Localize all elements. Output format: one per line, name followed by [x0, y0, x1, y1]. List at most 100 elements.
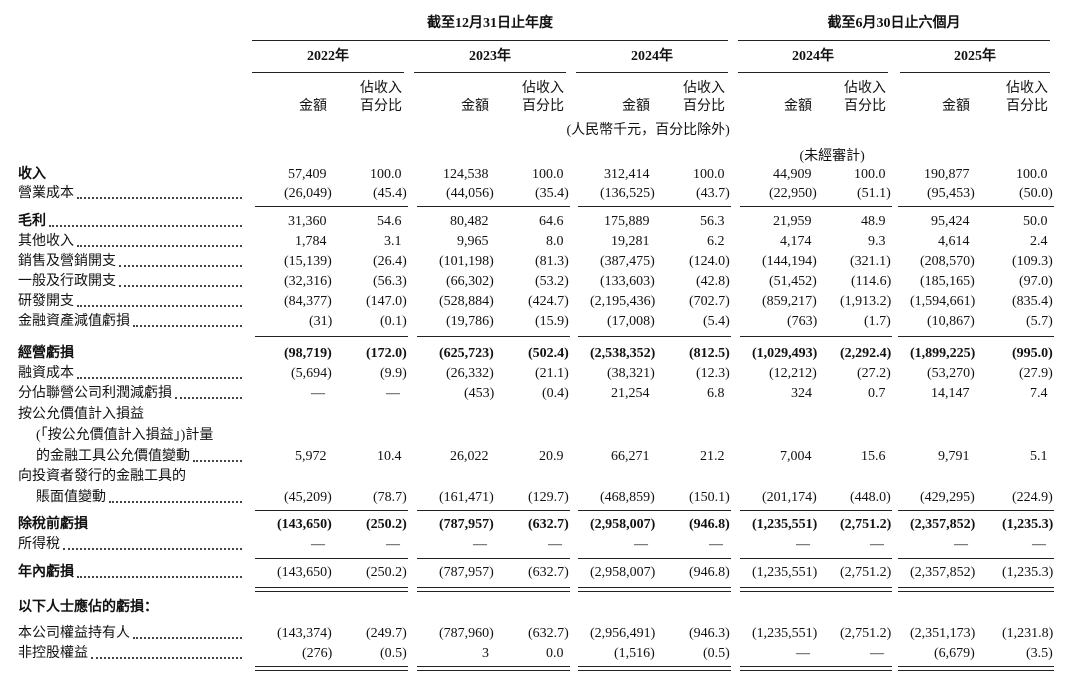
label-text: 本公司權益持有人	[18, 626, 130, 641]
cell-value: (15.9)	[535, 314, 569, 329]
cell-value: (224.9)	[1012, 490, 1053, 505]
cell-value: —	[311, 537, 325, 552]
label-text: 經營虧損	[18, 346, 74, 361]
rule	[330, 591, 408, 592]
cell-value: (6,679)	[934, 646, 975, 661]
cell-value: (1,594,661)	[910, 294, 976, 309]
rule	[417, 558, 495, 559]
rule	[814, 670, 892, 671]
cell-value: (81.3)	[535, 254, 569, 269]
column-header: 佔收入	[1006, 81, 1048, 96]
cell-value: 14,147	[931, 386, 970, 401]
cell-value: (0.1)	[380, 314, 407, 329]
label-text: 營業成本	[18, 186, 74, 201]
cell-value: (56.3)	[373, 274, 407, 289]
row-label: 的金融工具公允價值變動	[36, 448, 246, 466]
rule	[492, 336, 570, 337]
cell-value: (27.2)	[857, 366, 891, 381]
cell-value: 50.0	[1023, 214, 1048, 229]
rule	[492, 670, 570, 671]
rule	[653, 591, 731, 592]
column-header: 金額	[622, 99, 650, 114]
currency-note: (人民幣千元，百分比除外)	[566, 123, 730, 138]
cell-value: (249.7)	[366, 626, 407, 641]
cell-value: 7,004	[780, 449, 812, 464]
label-text: 銷售及營銷開支	[18, 254, 116, 269]
row-label: 營業成本	[18, 185, 246, 203]
row-label: 收入	[18, 166, 618, 184]
cell-value: (66,302)	[446, 274, 494, 289]
row-label: 一般及行政開支	[18, 273, 246, 291]
rule	[898, 336, 976, 337]
group-header: 截至12月31日止年度	[427, 16, 553, 31]
rule	[898, 558, 976, 559]
column-header: 金額	[784, 99, 812, 114]
cell-value: (1,913.2)	[840, 294, 892, 309]
column-header: 百分比	[1006, 99, 1048, 114]
cell-value: 9.3	[868, 234, 886, 249]
rule	[417, 670, 495, 671]
cell-value: (78.7)	[373, 490, 407, 505]
rule	[255, 206, 333, 207]
dot-leader	[63, 548, 242, 550]
cell-value: (835.4)	[1012, 294, 1053, 309]
cell-value: (15,139)	[284, 254, 332, 269]
label-text: 向投資者發行的金融工具的	[18, 469, 186, 484]
rule	[976, 206, 1054, 207]
cell-value: (144,194)	[762, 254, 817, 269]
rule	[740, 336, 818, 337]
rule	[255, 666, 333, 667]
rule	[255, 591, 333, 592]
cell-value: (98,719)	[284, 346, 332, 361]
rule	[252, 72, 404, 73]
row-label: 賬面值變動	[36, 489, 246, 507]
rule	[417, 587, 495, 588]
year-header: 2022年	[307, 49, 349, 64]
cell-value: (133,603)	[600, 274, 655, 289]
row-label: 金融資產減值虧損	[18, 313, 246, 331]
column-header: 佔收入	[844, 81, 886, 96]
cell-value: (129.7)	[528, 490, 569, 505]
rule	[417, 510, 495, 511]
column-header: 佔收入	[522, 81, 564, 96]
cell-value: 0.7	[868, 386, 886, 401]
cell-value: 57,409	[288, 167, 327, 182]
column-header: 金額	[461, 99, 489, 114]
cell-value: (2,195,436)	[590, 294, 656, 309]
rule	[814, 336, 892, 337]
cell-value: (21.1)	[535, 366, 569, 381]
rule	[740, 670, 818, 671]
cell-value: 312,414	[604, 167, 650, 182]
cell-value: —	[386, 386, 400, 401]
rule	[738, 72, 888, 73]
cell-value: 3	[482, 646, 489, 661]
label-text: 金融資產減值虧損	[18, 314, 130, 329]
rule	[976, 666, 1054, 667]
rule	[492, 666, 570, 667]
column-header: 百分比	[683, 99, 725, 114]
cell-value: (995.0)	[1012, 346, 1053, 361]
cell-value: 9,791	[938, 449, 970, 464]
cell-value: 48.9	[861, 214, 886, 229]
label-text: 其他收入	[18, 234, 74, 249]
rule	[740, 666, 818, 667]
rule	[653, 336, 731, 337]
column-header: 百分比	[844, 99, 886, 114]
cell-value: 100.0	[370, 167, 402, 182]
rule	[814, 591, 892, 592]
rule	[492, 587, 570, 588]
cell-value: (35.4)	[535, 186, 569, 201]
dot-leader	[77, 245, 242, 247]
cell-value: 56.3	[700, 214, 725, 229]
rule	[814, 666, 892, 667]
rule	[252, 40, 728, 41]
cell-value: (147.0)	[366, 294, 407, 309]
rule	[578, 510, 656, 511]
row-label: 所得稅	[18, 536, 246, 554]
cell-value: (201,174)	[762, 490, 817, 505]
cell-value: 4,174	[780, 234, 812, 249]
cell-value: 95,424	[931, 214, 970, 229]
cell-value: 21.2	[700, 449, 725, 464]
rule	[976, 336, 1054, 337]
cell-value: 175,889	[604, 214, 650, 229]
